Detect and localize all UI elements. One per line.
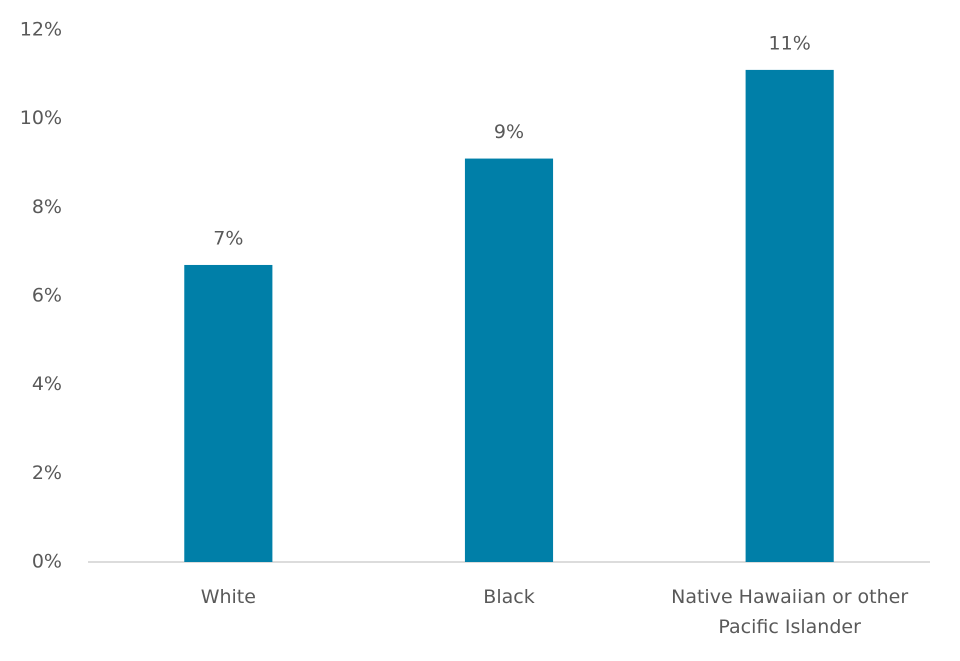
bar xyxy=(745,69,834,563)
x-tick-label: Black xyxy=(483,586,535,608)
y-tick-label: 0% xyxy=(32,551,62,573)
y-tick-label: 4% xyxy=(32,373,62,395)
data-label: 9% xyxy=(494,121,524,143)
y-tick-label: 8% xyxy=(32,196,62,218)
y-tick-label: 10% xyxy=(20,107,62,129)
y-tick-label: 12% xyxy=(20,19,62,41)
bar xyxy=(184,264,273,562)
bar xyxy=(464,158,554,563)
x-tick-label: Native Hawaiian or other Pacific Islande… xyxy=(671,586,909,638)
data-label: 7% xyxy=(213,227,243,249)
data-label: 11% xyxy=(769,32,811,54)
y-tick-label: 2% xyxy=(32,462,62,484)
x-tick-label: White xyxy=(200,586,256,608)
y-tick-label: 6% xyxy=(32,285,62,307)
